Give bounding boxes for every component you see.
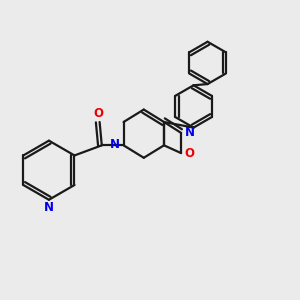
Text: N: N xyxy=(44,201,54,214)
Text: O: O xyxy=(93,106,103,119)
Text: O: O xyxy=(185,147,195,160)
Text: N: N xyxy=(185,126,195,140)
Text: N: N xyxy=(110,138,120,151)
